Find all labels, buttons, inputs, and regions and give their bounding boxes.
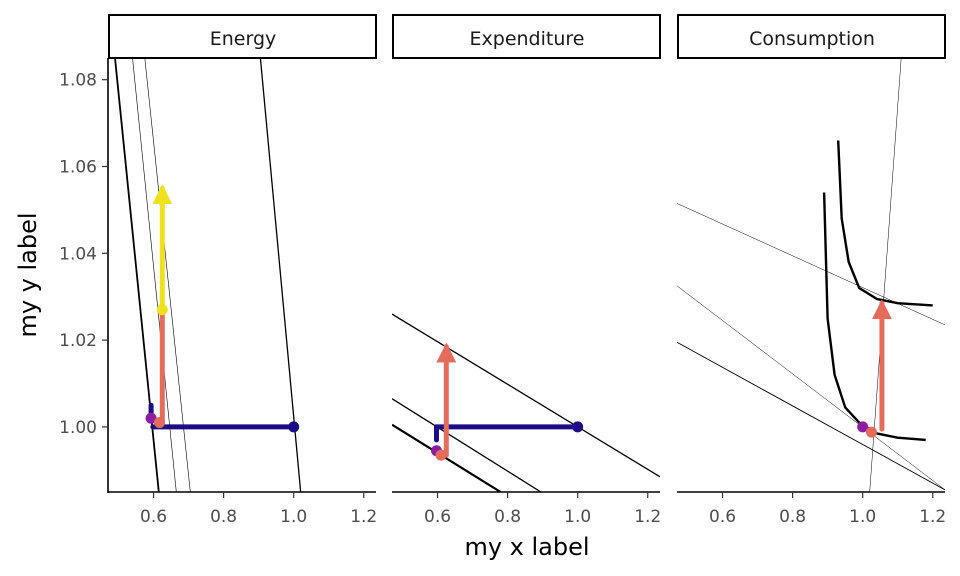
budget-line	[392, 398, 542, 492]
data-point	[156, 304, 168, 316]
data-point	[153, 417, 165, 429]
data-point	[572, 421, 584, 433]
y-tick-label: 1.08	[59, 71, 97, 91]
facet-strip-label: Expenditure	[470, 28, 585, 50]
y-tick-label: 1.00	[59, 418, 97, 438]
y-tick-label: 1.04	[59, 244, 97, 264]
x-axis-title: my x label	[464, 533, 589, 561]
facet-strip-1	[392, 14, 661, 59]
budget-line	[677, 285, 945, 491]
budget-line	[259, 58, 302, 492]
x-tick-label: 1.0	[564, 507, 591, 527]
facet-strip-2	[677, 14, 946, 59]
y-axis-title: my y label	[14, 212, 42, 337]
panel-plot-1	[392, 313, 660, 492]
budget-line	[869, 58, 902, 492]
facet-strip-label: Consumption	[749, 28, 875, 50]
data-point	[857, 421, 869, 433]
panel-plot-2	[677, 58, 945, 492]
x-tick-label: 0.6	[424, 507, 451, 527]
indifference-curve	[837, 140, 933, 307]
budget-line	[677, 341, 945, 491]
data-point	[865, 426, 877, 438]
budget-line	[677, 203, 945, 326]
y-tick-label: 1.02	[59, 331, 97, 351]
x-tick-label: 0.6	[140, 507, 167, 527]
facet-strip-label: Energy	[210, 28, 277, 50]
budget-line	[392, 313, 660, 478]
x-tick-label: 1.0	[849, 507, 876, 527]
x-tick-label: 1.2	[350, 507, 377, 527]
data-point	[145, 412, 157, 424]
facet-strip-0	[108, 14, 377, 59]
x-tick-label: 0.8	[779, 507, 806, 527]
x-tick-label: 1.2	[919, 507, 946, 527]
x-tick-label: 1.0	[280, 507, 307, 527]
budget-line	[132, 58, 177, 492]
x-tick-label: 0.6	[709, 507, 736, 527]
indifference-curve	[822, 192, 926, 442]
x-tick-label: 0.8	[494, 507, 521, 527]
x-tick-label: 0.8	[210, 507, 237, 527]
panel-plot-0	[114, 58, 302, 492]
budget-line	[144, 58, 191, 492]
data-point	[288, 421, 300, 433]
x-tick-label: 1.2	[634, 507, 661, 527]
budget-line	[392, 423, 502, 492]
y-tick-label: 1.06	[59, 158, 97, 178]
data-point	[435, 449, 447, 461]
